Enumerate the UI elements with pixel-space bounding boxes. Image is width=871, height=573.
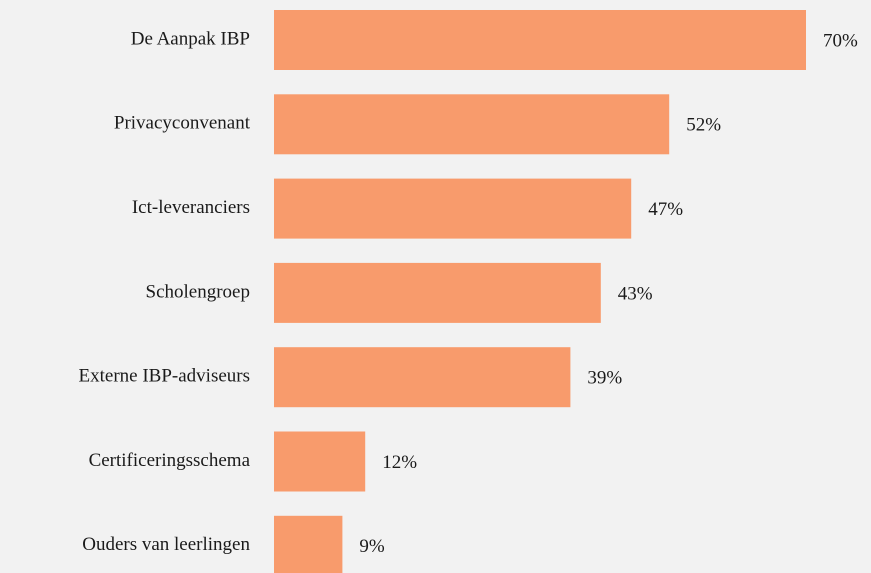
value-label: 9% bbox=[359, 536, 385, 557]
category-label: Externe IBP-adviseurs bbox=[79, 366, 250, 387]
bar bbox=[274, 10, 806, 70]
category-label: Scholengroep bbox=[146, 281, 250, 302]
bar bbox=[274, 262, 601, 323]
category-label: Certificeringsschema bbox=[89, 450, 251, 471]
value-label: 39% bbox=[587, 368, 622, 389]
bar bbox=[274, 178, 632, 239]
value-label: 12% bbox=[382, 452, 417, 473]
bar bbox=[274, 94, 670, 155]
category-label: Privacyconvenant bbox=[114, 113, 251, 134]
value-label: 43% bbox=[618, 283, 653, 304]
value-label: 70% bbox=[823, 30, 858, 51]
bar bbox=[274, 431, 366, 492]
value-label: 47% bbox=[648, 199, 683, 220]
value-label: 52% bbox=[686, 115, 721, 136]
bar bbox=[274, 347, 571, 408]
category-label: De Aanpak IBP bbox=[131, 28, 250, 49]
bar bbox=[274, 515, 343, 573]
category-label: Ict-leveranciers bbox=[132, 197, 250, 218]
category-label: Ouders van leerlingen bbox=[82, 534, 250, 555]
